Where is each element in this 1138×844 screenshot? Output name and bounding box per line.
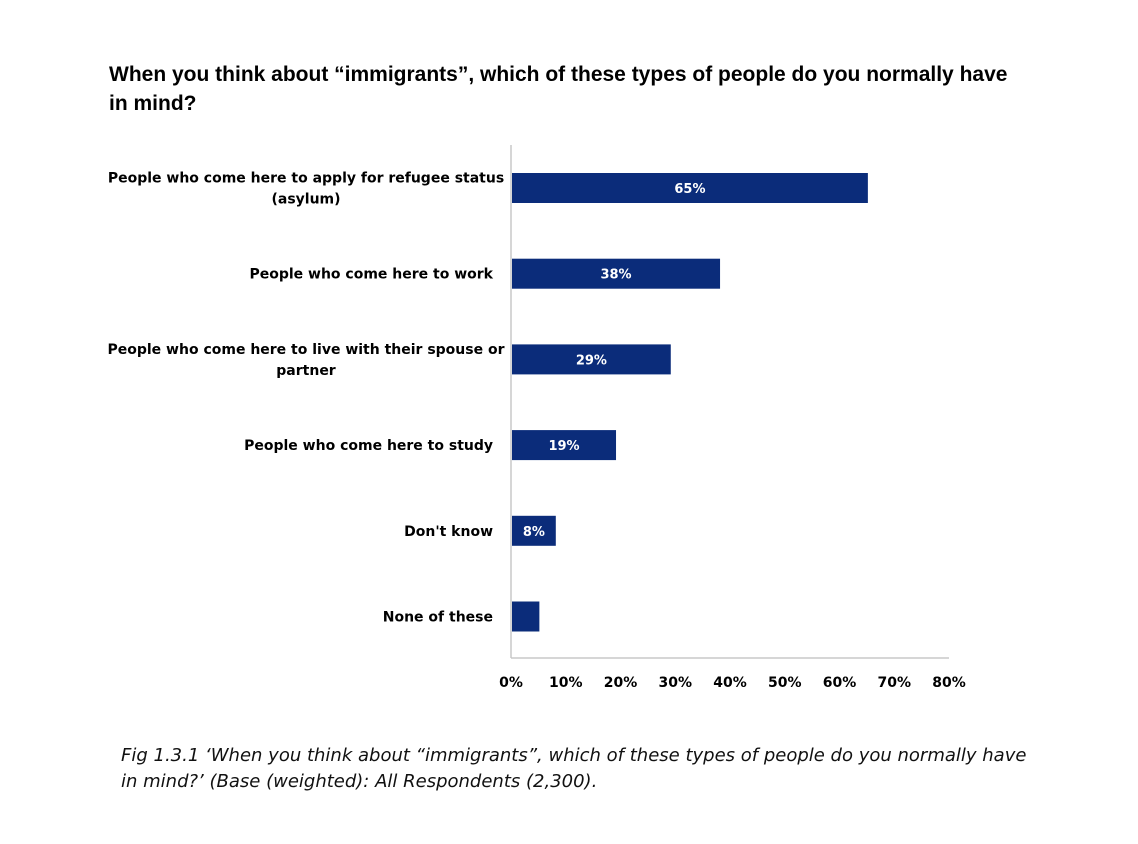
x-tick-label: 40% [713, 675, 747, 691]
x-tick-label: 50% [768, 675, 802, 691]
bar-data-label: 19% [548, 439, 579, 454]
x-tick-label: 10% [549, 675, 583, 691]
x-tick-label: 30% [658, 675, 692, 691]
bar [512, 430, 617, 461]
bar-chart: 65% People who come here to apply for ref… [107, 145, 966, 691]
category-label: Don't know [404, 524, 493, 540]
bar-data-label: 29% [576, 353, 607, 368]
x-tick-label: 20% [604, 675, 638, 691]
x-tick-label: 60% [823, 675, 857, 691]
figure-caption: Fig 1.3.1 ‘When you think about “immigra… [121, 743, 1041, 795]
category-label: People who come here to study [244, 438, 493, 454]
bar [512, 344, 671, 375]
category-label: None of these [383, 610, 493, 626]
category-label: People who come here to work [249, 267, 493, 283]
category-label-line: None of these [383, 610, 493, 626]
category-label-line: Don't know [404, 524, 493, 540]
bar-data-label: 38% [600, 268, 631, 283]
figure-caption-text: ‘When you think about “immigrants”, whic… [121, 745, 1027, 792]
category-label-line: People who come here to study [244, 438, 493, 454]
chart-title: When you think about “immigrants”, which… [109, 63, 1008, 115]
bar-data-label: 8% [523, 525, 545, 540]
bar [512, 601, 540, 632]
figure-number: Fig 1.3.1 [121, 745, 200, 766]
category-label: People who come here to apply for refuge… [108, 171, 504, 208]
bar-data-label: 65% [674, 182, 705, 197]
category-label: People who come here to live with their … [107, 342, 504, 379]
category-label-line: People who come here to apply for refuge… [108, 171, 504, 187]
bar [512, 515, 556, 546]
category-label-line: partner [276, 363, 336, 379]
bar [512, 173, 868, 203]
x-tick-label: 70% [877, 675, 911, 691]
x-tick-label: 0% [499, 675, 523, 691]
x-tick-label: 80% [932, 675, 966, 691]
category-label-line: People who come here to live with their … [107, 342, 504, 358]
category-label-line: People who come here to work [249, 267, 493, 283]
category-label-line: (asylum) [271, 192, 340, 208]
bar [512, 258, 721, 289]
